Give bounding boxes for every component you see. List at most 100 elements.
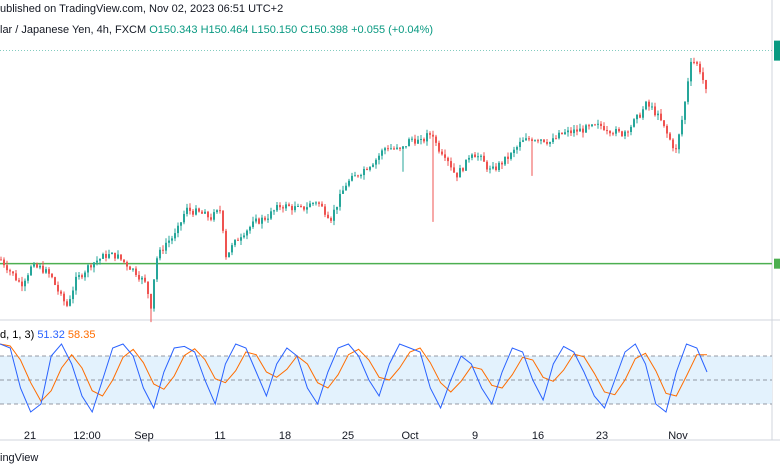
candle-body <box>444 154 446 158</box>
x-tick-label: 9 <box>472 430 478 442</box>
candle-body <box>606 130 608 132</box>
x-tick-label: 12:00 <box>73 430 101 442</box>
candle-body <box>198 208 200 212</box>
candle-body <box>441 151 443 155</box>
candle-body <box>537 140 539 142</box>
candle-body <box>309 203 311 208</box>
candle-body <box>51 273 53 278</box>
candle-body <box>171 238 173 241</box>
candle-body <box>123 259 125 263</box>
candle-body <box>114 252 116 259</box>
candle-body <box>129 266 131 270</box>
candle-body <box>81 275 83 278</box>
symbol-info: lar / Japanese Yen, 4h, FXCM O150.343 H1… <box>0 24 433 36</box>
candle-body <box>348 180 350 186</box>
candle-body <box>336 206 338 210</box>
candle-body <box>12 271 14 274</box>
candle-body <box>147 281 149 294</box>
candle-body <box>420 138 422 140</box>
candle-body <box>162 249 164 251</box>
candle-body <box>345 185 347 191</box>
candle-body <box>363 168 365 176</box>
candle-body <box>504 156 506 165</box>
candle-body <box>282 207 284 209</box>
candle-body <box>330 218 332 221</box>
candle-body <box>507 156 509 159</box>
candle-body <box>357 175 359 177</box>
candle-body <box>111 252 113 255</box>
candle-body <box>279 205 281 208</box>
x-tick-label: Sep <box>134 430 154 442</box>
candle-body <box>531 139 533 141</box>
candle-body <box>87 265 89 273</box>
candle-body <box>228 252 230 258</box>
candle-body <box>327 214 329 219</box>
candle-body <box>213 212 215 220</box>
candle-body <box>654 106 656 116</box>
candle-body <box>567 130 569 133</box>
oscillator-label: d, 1, 3) <box>0 329 35 341</box>
candle-body <box>258 218 260 224</box>
candle-body <box>108 254 110 258</box>
candle-body <box>135 268 137 275</box>
candle-body <box>39 265 41 268</box>
candle-body <box>210 217 212 220</box>
candle-body <box>393 148 395 150</box>
candle-body <box>699 63 701 73</box>
candle-body <box>78 275 80 277</box>
candle-body <box>684 101 686 120</box>
candle-body <box>126 262 128 267</box>
candle-body <box>552 138 554 142</box>
candle-body <box>525 138 527 141</box>
candle-body <box>414 138 416 144</box>
candle-body <box>390 148 392 150</box>
footer-brand: ingView <box>0 452 38 464</box>
candle-body <box>405 146 407 148</box>
candle-body <box>690 61 692 82</box>
candle-body <box>369 166 371 170</box>
candle-body <box>693 61 695 63</box>
candle-body <box>153 279 155 309</box>
candle-body <box>516 147 518 150</box>
candle-body <box>696 62 698 64</box>
candle-body <box>168 240 170 243</box>
candle-body <box>18 280 20 282</box>
candle-body <box>27 275 29 281</box>
brand-text: ingView <box>0 452 39 464</box>
symbol-name: lar / Japanese Yen, 4h, FXCM <box>0 24 147 36</box>
candle-body <box>582 128 584 133</box>
candle-body <box>300 205 302 207</box>
candle-body <box>63 293 65 302</box>
candle-body <box>99 258 101 261</box>
candle-body <box>630 126 632 133</box>
candle-body <box>513 149 515 154</box>
candle-body <box>426 133 428 142</box>
candle-body <box>675 148 677 150</box>
k-value: 51.32 <box>37 329 65 341</box>
candle-body <box>564 132 566 135</box>
candle-body <box>459 168 461 178</box>
candle-body <box>486 161 488 170</box>
candle-body <box>603 125 605 131</box>
candle-body <box>303 206 305 210</box>
candle-body <box>339 193 341 207</box>
candle-body <box>270 211 272 219</box>
candle-body <box>546 141 548 144</box>
candle-body <box>321 203 323 207</box>
candle-body <box>141 277 143 280</box>
candle-body <box>240 237 242 241</box>
stochastic-d-line <box>0 343 707 403</box>
candle-body <box>534 140 536 142</box>
candle-body <box>255 218 257 222</box>
candle-body <box>165 242 167 251</box>
candle-body <box>498 162 500 170</box>
candle-body <box>156 258 158 280</box>
candle-body <box>657 113 659 116</box>
candle-body <box>9 270 11 272</box>
candle-body <box>285 204 287 209</box>
candle-body <box>72 290 74 300</box>
candle-body <box>666 125 668 134</box>
candle-body <box>84 272 86 278</box>
candle-body <box>399 147 401 149</box>
candle-body <box>204 211 206 214</box>
